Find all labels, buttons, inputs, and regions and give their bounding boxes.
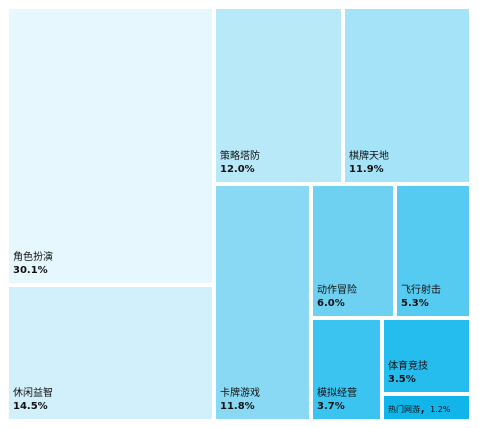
- tile-value-label: 11.8%: [220, 401, 255, 412]
- treemap-tile: 飞行射击 5.3%: [395, 184, 471, 318]
- tile-value-label: 1.2%: [430, 405, 451, 414]
- tile-value-label: 11.9%: [349, 164, 384, 175]
- tile-category-label: 热门网游: [388, 405, 420, 414]
- tile-label: 动作冒险 6.0%: [317, 284, 357, 310]
- tile-value-label: 12.0%: [220, 164, 255, 175]
- tile-category-label: 飞行射击: [401, 285, 441, 296]
- treemap-tile: 休闲益智 14.5%: [7, 285, 214, 421]
- tile-category-label: 模拟经营: [317, 388, 357, 399]
- tile-label: 飞行射击 5.3%: [401, 284, 441, 310]
- tile-value-label: 14.5%: [13, 401, 48, 412]
- tile-category-label: 角色扮演: [13, 252, 53, 263]
- treemap-tile: 热门网游, 1.2%: [382, 394, 471, 421]
- tile-value-label: 5.3%: [401, 298, 429, 309]
- tile-label: 卡牌游戏 11.8%: [220, 387, 260, 413]
- tile-label: 策略塔防 12.0%: [220, 150, 260, 176]
- tile-label: 热门网游, 1.2%: [388, 397, 451, 416]
- tile-label: 模拟经营 3.7%: [317, 387, 357, 413]
- tile-category-label: 休闲益智: [13, 388, 53, 399]
- tile-value-label: 6.0%: [317, 298, 345, 309]
- tile-label: 体育竞技 3.5%: [388, 360, 428, 386]
- treemap-tile: 体育竞技 3.5%: [382, 318, 471, 394]
- treemap-tile: 模拟经营 3.7%: [311, 318, 382, 421]
- tile-value-label: 30.1%: [13, 265, 48, 276]
- tile-category-label: 动作冒险: [317, 285, 357, 296]
- tile-label: 角色扮演 30.1%: [13, 251, 53, 277]
- tile-category-label: 策略塔防: [220, 151, 260, 162]
- tile-value-label: 3.5%: [388, 374, 416, 385]
- tile-label: 休闲益智 14.5%: [13, 387, 53, 413]
- treemap-tile: 棋牌天地 11.9%: [343, 7, 471, 184]
- treemap-tile: 角色扮演 30.1%: [7, 7, 214, 285]
- treemap-tile: 动作冒险 6.0%: [311, 184, 395, 318]
- tile-value-label: 3.7%: [317, 401, 345, 412]
- treemap-tile: 卡牌游戏 11.8%: [214, 184, 311, 421]
- tile-category-label: 卡牌游戏: [220, 388, 260, 399]
- tile-category-label: 棋牌天地: [349, 151, 389, 162]
- treemap-tile: 策略塔防 12.0%: [214, 7, 343, 184]
- tile-label: 棋牌天地 11.9%: [349, 150, 389, 176]
- tile-category-label: 体育竞技: [388, 361, 428, 372]
